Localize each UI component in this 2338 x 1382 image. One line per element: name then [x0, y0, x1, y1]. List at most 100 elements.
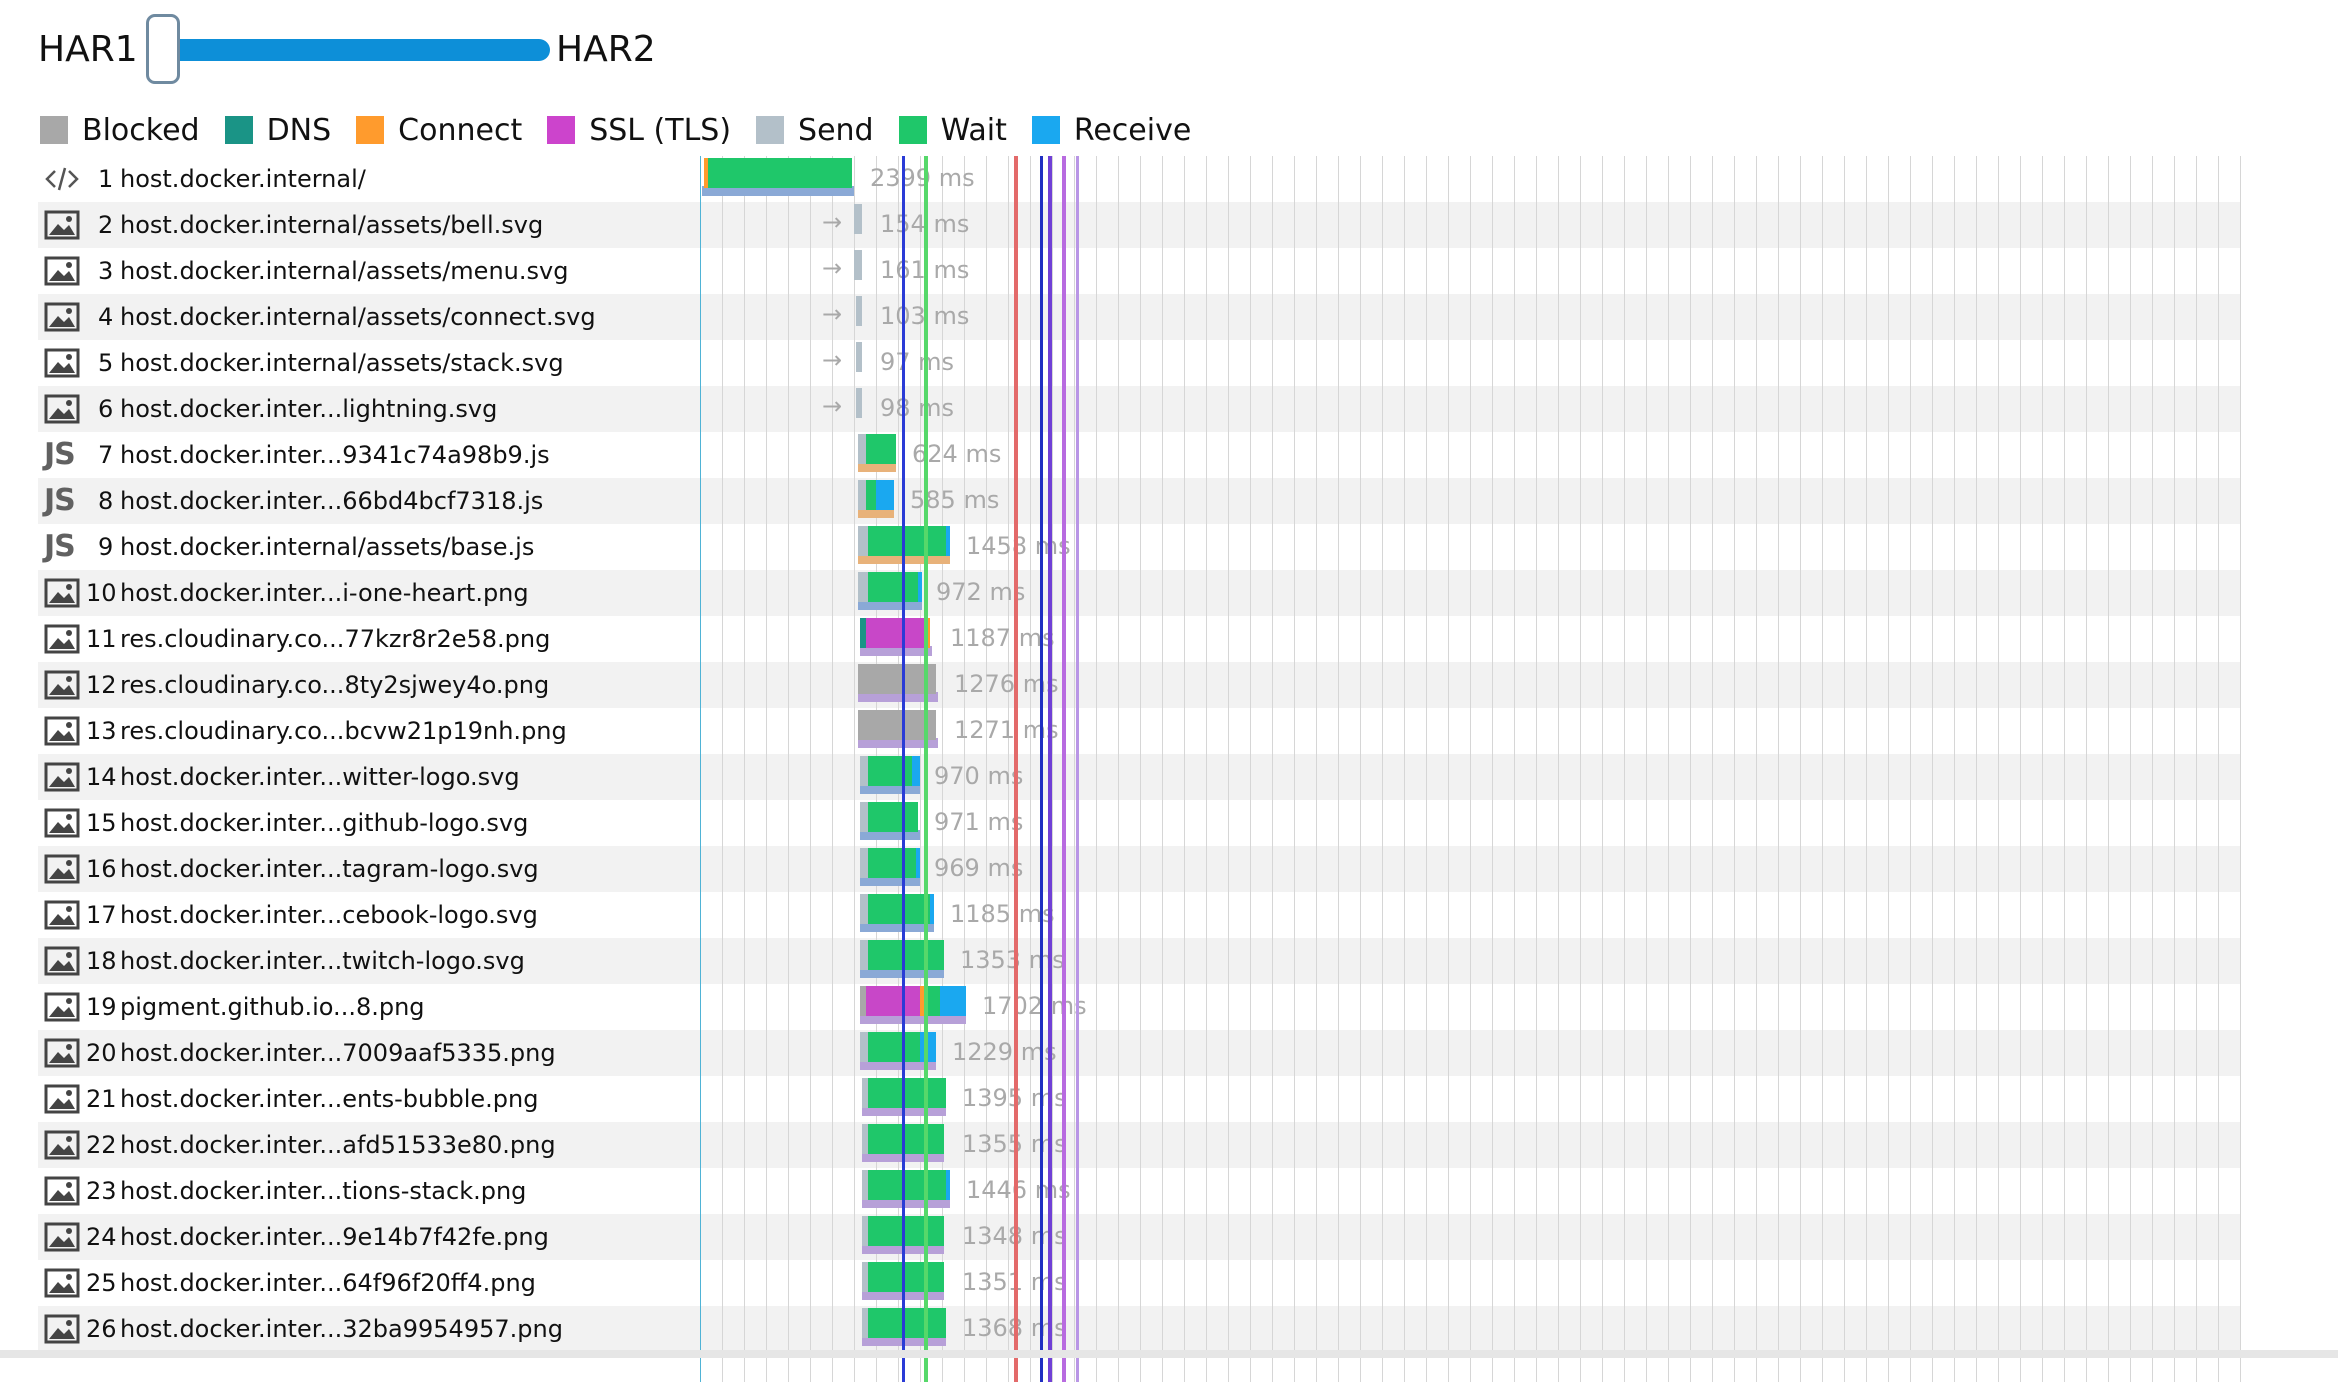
- legend-blocked: Blocked: [40, 113, 200, 148]
- image-icon: [44, 991, 80, 1023]
- request-number: 11: [86, 625, 117, 653]
- request-row[interactable]: 2 host.docker.internal/assets/bell.svg: [38, 202, 2240, 248]
- request-url: host.docker.inter...9341c74a98b9.js: [120, 441, 550, 469]
- request-number: 12: [86, 671, 117, 699]
- request-url: res.cloudinary.co...bcvw21p19nh.png: [120, 717, 567, 745]
- request-number: 10: [86, 579, 117, 607]
- request-row[interactable]: 16 host.docker.inter...tagram-logo.svg: [38, 846, 2240, 892]
- request-row[interactable]: 23 host.docker.inter...tions-stack.png: [38, 1168, 2240, 1214]
- request-number: 15: [86, 809, 117, 837]
- request-url: host.docker.inter...afd51533e80.png: [120, 1131, 556, 1159]
- request-row[interactable]: 5 host.docker.internal/assets/stack.svg: [38, 340, 2240, 386]
- legend-ssl: SSL (TLS): [547, 113, 731, 148]
- image-icon: [44, 807, 80, 839]
- image-icon: [44, 1221, 80, 1253]
- request-row[interactable]: 1 host.docker.internal/: [38, 156, 2240, 202]
- request-number: 14: [86, 763, 117, 791]
- request-url: host.docker.inter...i-one-heart.png: [120, 579, 529, 607]
- request-row[interactable]: JS 9 host.docker.internal/assets/base.js: [38, 524, 2240, 570]
- legend-swatch-blocked: [40, 116, 68, 144]
- request-url: host.docker.inter...32ba9954957.png: [120, 1315, 563, 1343]
- request-number: 19: [86, 993, 117, 1021]
- request-row[interactable]: 17 host.docker.inter...cebook-logo.svg: [38, 892, 2240, 938]
- request-number: 16: [86, 855, 117, 883]
- legend-send: Send: [756, 113, 874, 148]
- image-icon: [44, 1129, 80, 1161]
- js-icon: JS: [44, 437, 76, 472]
- image-icon: [44, 347, 80, 379]
- request-number: 5: [98, 349, 114, 377]
- request-url: host.docker.internal/assets/bell.svg: [120, 211, 544, 239]
- request-row[interactable]: 11 res.cloudinary.co...77kzr8r2e58.png: [38, 616, 2240, 662]
- request-row[interactable]: 3 host.docker.internal/assets/menu.svg: [38, 248, 2240, 294]
- legend-swatch-wait: [898, 116, 927, 144]
- request-row[interactable]: 12 res.cloudinary.co...8ty2sjwey4o.png: [38, 662, 2240, 708]
- request-row[interactable]: JS 8 host.docker.inter...66bd4bcf7318.js: [38, 478, 2240, 524]
- request-number: 9: [98, 533, 114, 561]
- image-icon: [44, 301, 80, 333]
- js-icon: JS: [44, 529, 76, 564]
- request-number: 2: [98, 211, 114, 239]
- image-icon: [44, 393, 80, 425]
- request-number: 8: [98, 487, 114, 515]
- request-row[interactable]: 18 host.docker.inter...twitch-logo.svg: [38, 938, 2240, 984]
- image-icon: [44, 1175, 80, 1207]
- code-icon: [44, 163, 80, 195]
- image-icon: [44, 1267, 80, 1299]
- request-url: host.docker.internal/assets/menu.svg: [120, 257, 569, 285]
- request-url: host.docker.internal/assets/stack.svg: [120, 349, 564, 377]
- legend-dns: DNS: [224, 112, 332, 148]
- har1-label: HAR1: [38, 29, 138, 70]
- image-icon: [44, 1313, 80, 1345]
- request-row[interactable]: 6 host.docker.inter...lightning.svg: [38, 386, 2240, 432]
- legend-label-dns: DNS: [266, 112, 332, 148]
- legend-label-ssl: SSL (TLS): [589, 112, 732, 148]
- request-url: host.docker.internal/assets/base.js: [120, 533, 535, 561]
- request-number: 1: [98, 165, 114, 193]
- har2-label: HAR2: [556, 29, 656, 70]
- request-row[interactable]: 4 host.docker.internal/assets/connect.svg: [38, 294, 2240, 340]
- js-icon: JS: [44, 483, 76, 518]
- request-row[interactable]: 25 host.docker.inter...64f96f20ff4.png: [38, 1260, 2240, 1306]
- request-number: 23: [86, 1177, 117, 1205]
- request-url: res.cloudinary.co...8ty2sjwey4o.png: [120, 671, 550, 699]
- request-url: host.docker.inter...lightning.svg: [120, 395, 498, 423]
- image-icon: [44, 1037, 80, 1069]
- request-row[interactable]: 10 host.docker.inter...i-one-heart.png: [38, 570, 2240, 616]
- legend-connect: Connect: [356, 113, 522, 148]
- request-number: 25: [86, 1269, 117, 1297]
- request-url: host.docker.inter...tions-stack.png: [120, 1177, 527, 1205]
- request-row[interactable]: 22 host.docker.inter...afd51533e80.png: [38, 1122, 2240, 1168]
- request-row[interactable]: 14 host.docker.inter...witter-logo.svg: [38, 754, 2240, 800]
- request-number: 7: [98, 441, 114, 469]
- har-compare-slider-track[interactable]: [150, 39, 550, 61]
- request-row[interactable]: 20 host.docker.inter...7009aaf5335.png: [38, 1030, 2240, 1076]
- image-icon: [44, 209, 80, 241]
- request-row[interactable]: 15 host.docker.inter...github-logo.svg: [38, 800, 2240, 846]
- request-number: 26: [86, 1315, 117, 1343]
- har-compare-slider-thumb[interactable]: [146, 14, 180, 84]
- request-number: 20: [86, 1039, 117, 1067]
- request-url: host.docker.inter...witter-logo.svg: [120, 763, 520, 791]
- image-icon: [44, 899, 80, 931]
- image-icon: [44, 255, 80, 287]
- request-row[interactable]: 13 res.cloudinary.co...bcvw21p19nh.png: [38, 708, 2240, 754]
- request-url: res.cloudinary.co...77kzr8r2e58.png: [120, 625, 551, 653]
- request-row[interactable]: 24 host.docker.inter...9e14b7f42fe.png: [38, 1214, 2240, 1260]
- request-number: 24: [86, 1223, 117, 1251]
- request-url: host.docker.inter...tagram-logo.svg: [120, 855, 539, 883]
- bottom-scrollbar[interactable]: [0, 1350, 2338, 1358]
- image-icon: [44, 761, 80, 793]
- request-number: 6: [98, 395, 114, 423]
- image-icon: [44, 577, 80, 609]
- request-row[interactable]: 26 host.docker.inter...32ba9954957.png: [38, 1306, 2240, 1352]
- image-icon: [44, 715, 80, 747]
- legend-receive: Receive: [1031, 113, 1191, 148]
- request-row[interactable]: 19 pigment.github.io...8.png: [38, 984, 2240, 1030]
- request-number: 3: [98, 257, 114, 285]
- request-number: 18: [86, 947, 117, 975]
- request-row[interactable]: 21 host.docker.inter...ents-bubble.png: [38, 1076, 2240, 1122]
- request-url: host.docker.inter...twitch-logo.svg: [120, 947, 525, 975]
- request-row[interactable]: JS 7 host.docker.inter...9341c74a98b9.js: [38, 432, 2240, 478]
- request-url: host.docker.inter...9e14b7f42fe.png: [120, 1223, 549, 1251]
